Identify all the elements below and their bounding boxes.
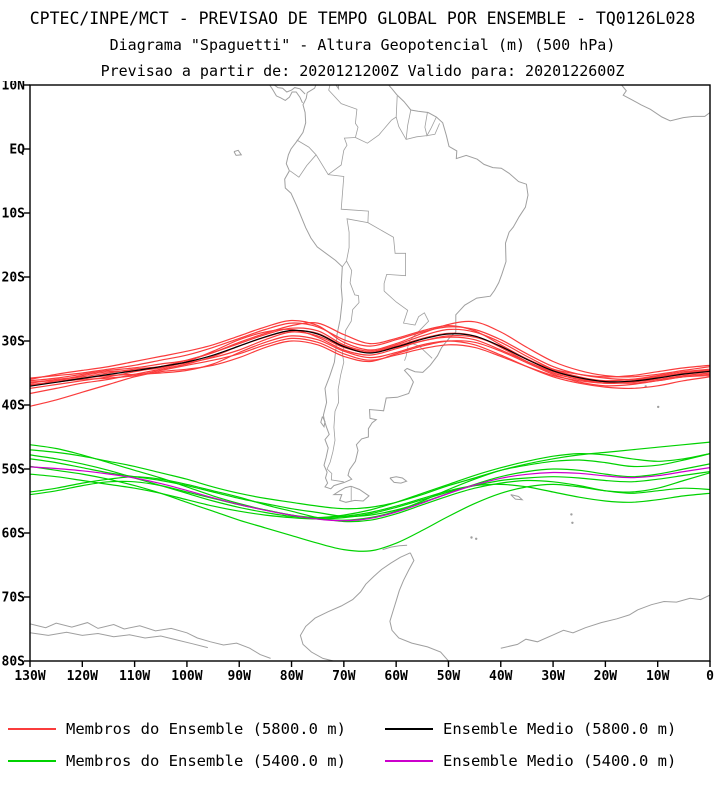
- legend-row-1: Membros do Ensemble (5800.0 m) Ensemble …: [8, 713, 725, 745]
- small-island-dot: [657, 405, 660, 409]
- x-axis-tick-label: 130W: [14, 669, 45, 683]
- spaghetti-map-chart: 130W 120W 110W 100W 90W 80W 70W 60W 50W 40W 30W 20W…: [2, 81, 715, 683]
- small-island-dot: [570, 513, 573, 516]
- country-border-path: [296, 137, 356, 176]
- x-axis-tick-label: 30W: [541, 669, 565, 683]
- x-axis-tick-label: 120W: [67, 669, 98, 683]
- legend-label-members-5800: Membros do Ensemble (5800.0 m): [66, 720, 346, 738]
- coastline-path: [299, 552, 450, 661]
- legend: Membros do Ensemble (5800.0 m) Ensemble …: [0, 713, 725, 777]
- x-axis-tick-label: 80W: [280, 669, 304, 683]
- ensemble-member-5400-path: [30, 452, 710, 519]
- country-border-path: [355, 95, 398, 144]
- country-border-path: [328, 85, 359, 138]
- ensemble-member-5400-path: [30, 449, 710, 510]
- coastline-path: [389, 476, 408, 484]
- axes-layer: 130W 120W 110W 100W 90W 80W 70W 60W 50W 40W 30W 20W…: [2, 81, 715, 683]
- small-island-dot: [470, 536, 473, 539]
- legend-line-members-5400-sample: [8, 760, 56, 762]
- map-layer: [30, 85, 710, 661]
- small-island-dot: [571, 521, 574, 524]
- x-axis-tick-label: 50W: [437, 669, 461, 683]
- coastline-path: [500, 594, 710, 649]
- y-axis-tick-label: 50S: [2, 463, 26, 478]
- ensemble-member-5400-path: [30, 471, 710, 520]
- x-axis-tick-label: 90W: [227, 669, 251, 683]
- x-axis-tick-label: 110W: [119, 669, 150, 683]
- ensemble-member-5400-path: [30, 441, 710, 521]
- country-border-path: [367, 222, 406, 292]
- x-axis-tick-label: 10W: [646, 669, 670, 683]
- coastline-path: [30, 631, 208, 649]
- plot-frame: [29, 84, 711, 662]
- coastline-path: [320, 416, 326, 429]
- legend-item-members-5400: Membros do Ensemble (5400.0 m): [8, 752, 385, 770]
- coastline-path: [269, 85, 303, 104]
- x-axis-tick-label: 70W: [332, 669, 356, 683]
- x-axis-tick-label: 100W: [171, 669, 202, 683]
- legend-item-members-5800: Membros do Ensemble (5800.0 m): [8, 720, 385, 738]
- y-axis-tick-label: 60S: [2, 527, 26, 542]
- legend-row-2: Membros do Ensemble (5400.0 m) Ensemble …: [8, 745, 725, 777]
- y-axis-tick-label: 80S: [2, 655, 26, 670]
- coastline-path: [510, 494, 524, 501]
- y-axis-tick-label: 40S: [2, 399, 26, 414]
- ensemble-member-5800-path: [30, 319, 710, 380]
- y-axis-tick-label: 10N: [2, 81, 26, 94]
- chart-header: CPTEC/INPE/MCT - PREVISAO DE TEMPO GLOBA…: [0, 0, 725, 81]
- country-border-path: [395, 116, 440, 140]
- small-island-dot: [475, 537, 478, 540]
- legend-line-members-5800-sample: [8, 728, 56, 730]
- coastline-path: [233, 149, 243, 156]
- coastline-path: [621, 85, 710, 122]
- ensemble-mean-5800-path: [30, 329, 710, 387]
- coastline-path: [284, 85, 529, 490]
- y-axis-tick-label: 10S: [2, 207, 26, 222]
- country-border-path: [326, 260, 360, 483]
- ensemble-member-5400-path: [30, 480, 710, 519]
- legend-label-members-5400: Membros do Ensemble (5400.0 m): [66, 752, 346, 770]
- country-border-path: [405, 109, 412, 140]
- legend-line-mean-5800-sample: [385, 728, 433, 730]
- title-line-1: CPTEC/INPE/MCT - PREVISAO DE TEMPO GLOBA…: [29, 9, 696, 28]
- country-border-path: [424, 111, 437, 137]
- coastline-path: [382, 544, 408, 551]
- title-line-2: Diagrama "Spaguetti" - Altura Geopotenci…: [109, 36, 616, 54]
- legend-label-mean-5800: Ensemble Medio (5800.0 m): [443, 720, 677, 738]
- ensemble-member-5400-path: [30, 458, 710, 518]
- ensemble-member-5800-path: [30, 322, 710, 381]
- y-axis-tick-label: 30S: [2, 335, 26, 350]
- ensemble-mean-5400-path: [30, 466, 710, 522]
- country-border-path: [328, 174, 369, 268]
- legend-item-mean-5800: Ensemble Medio (5800.0 m): [385, 720, 676, 738]
- x-axis-tick-label: 40W: [489, 669, 513, 683]
- title-line-3: Previsao a partir de: 2020121200Z Valido…: [100, 62, 625, 80]
- y-axis-tick-label: EQ: [9, 143, 25, 158]
- coastline-path: [274, 85, 306, 95]
- x-axis-tick-label: 60W: [384, 669, 408, 683]
- ensemble-members-layer: [30, 319, 710, 552]
- x-axis-tick-label: 0: [706, 669, 714, 683]
- ensemble-member-5800-path: [30, 340, 710, 407]
- x-axis-tick-label: 20W: [594, 669, 618, 683]
- legend-line-mean-5400-sample: [385, 760, 433, 762]
- legend-label-mean-5400: Ensemble Medio (5400.0 m): [443, 752, 677, 770]
- y-axis-tick-label: 70S: [2, 591, 26, 606]
- ensemble-member-5800-path: [30, 322, 710, 382]
- ensemble-member-5400-path: [30, 465, 710, 552]
- legend-item-mean-5400: Ensemble Medio (5400.0 m): [385, 752, 676, 770]
- coastline-path: [332, 485, 370, 503]
- y-axis-tick-label: 20S: [2, 271, 26, 286]
- country-border-path: [289, 154, 317, 178]
- coastline-path: [30, 622, 271, 659]
